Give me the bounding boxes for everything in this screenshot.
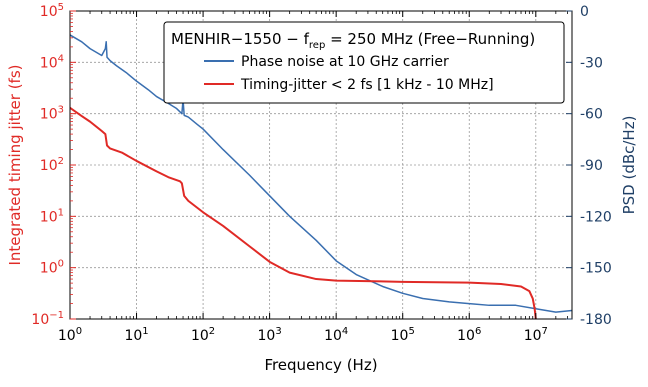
y-left-tick-label-base: 10 bbox=[40, 4, 58, 20]
y-left-tick-label-base: 10 bbox=[40, 158, 58, 174]
y-left-tick-label-exp: 3 bbox=[58, 105, 64, 116]
x-tick-label-exp: 3 bbox=[275, 326, 281, 337]
y-left-tick-label-base: 10 bbox=[40, 107, 58, 123]
legend-entry: Phase noise at 10 GHz carrier bbox=[241, 54, 449, 70]
x-tick-label-base: 10 bbox=[58, 328, 76, 344]
y-left-tick-label: 100 bbox=[40, 259, 64, 277]
y-left-tick-label-base: 10 bbox=[31, 312, 49, 328]
x-tick-label: 102 bbox=[191, 326, 215, 344]
legend-title-main: MENHIR−1550 − f bbox=[171, 30, 310, 48]
y-right-tick-label: -30 bbox=[580, 55, 603, 71]
y-right-tick-label: -180 bbox=[580, 312, 612, 328]
x-axis-label: Frequency (Hz) bbox=[264, 356, 377, 374]
x-tick-label-exp: 4 bbox=[342, 326, 348, 337]
legend-title-sub: rep bbox=[309, 40, 325, 51]
x-tick-label-base: 10 bbox=[324, 328, 342, 344]
x-tick-label-exp: 7 bbox=[542, 326, 548, 337]
x-tick-label-base: 10 bbox=[524, 328, 542, 344]
y-left-tick-label: 104 bbox=[40, 53, 64, 71]
y-right-tick-label: -90 bbox=[580, 158, 603, 174]
x-tick-label-base: 10 bbox=[457, 328, 475, 344]
legend-entry: Timing-jitter < 2 fs [1 kHz - 10 MHz] bbox=[240, 77, 494, 93]
y-right-tick-label: -60 bbox=[580, 107, 603, 123]
y-left-tick-label-exp: 0 bbox=[58, 259, 64, 270]
x-tick-label: 106 bbox=[457, 326, 481, 344]
y-left-tick-label: 10−1 bbox=[31, 310, 64, 328]
x-tick-label-exp: 0 bbox=[76, 326, 82, 337]
x-tick-label: 105 bbox=[391, 326, 415, 344]
x-tick-label-exp: 2 bbox=[209, 326, 215, 337]
x-tick-label-base: 10 bbox=[124, 328, 142, 344]
y-left-tick-label-exp: −1 bbox=[49, 310, 64, 321]
x-tick-label: 104 bbox=[324, 326, 348, 344]
y-left-axis-label: Integrated timing jitter (fs) bbox=[6, 64, 24, 265]
x-tick-label-exp: 1 bbox=[142, 326, 148, 337]
x-tick-label: 100 bbox=[58, 326, 82, 344]
y-right-tick-label: -120 bbox=[580, 209, 612, 225]
legend-box bbox=[163, 21, 565, 104]
y-right-axis-label: PSD (dBc/Hz) bbox=[620, 116, 638, 215]
x-tick-label-exp: 5 bbox=[408, 326, 414, 337]
y-right-tick-label: -150 bbox=[580, 261, 612, 277]
y-left-tick-label-base: 10 bbox=[40, 261, 58, 277]
timing-jitter-line bbox=[70, 107, 537, 319]
x-tick-label: 107 bbox=[524, 326, 548, 344]
y-left-tick-label: 103 bbox=[40, 105, 64, 123]
y-left-tick-label-exp: 2 bbox=[58, 156, 64, 167]
x-tick-label: 101 bbox=[124, 326, 148, 344]
x-tick-label-base: 10 bbox=[391, 328, 409, 344]
x-tick-label-base: 10 bbox=[258, 328, 276, 344]
y-left-tick-label-exp: 4 bbox=[58, 53, 64, 64]
x-tick-label-exp: 6 bbox=[475, 326, 481, 337]
legend-title-rest: = 250 MHz (Free−Running) bbox=[325, 30, 535, 48]
x-tick-label-base: 10 bbox=[191, 328, 209, 344]
y-right-tick-label: 0 bbox=[580, 4, 589, 20]
y-left-tick-label: 102 bbox=[40, 156, 64, 174]
y-left-tick-label: 105 bbox=[40, 2, 64, 20]
phase-noise-line bbox=[70, 34, 572, 313]
y-left-tick-label: 101 bbox=[40, 207, 64, 225]
y-left-tick-label-exp: 5 bbox=[58, 2, 64, 13]
y-left-tick-label-exp: 1 bbox=[58, 207, 64, 218]
y-left-tick-label-base: 10 bbox=[40, 55, 58, 71]
x-tick-label: 103 bbox=[258, 326, 282, 344]
legend-title: MENHIR−1550 − frep = 250 MHz (Free−Runni… bbox=[171, 30, 535, 51]
y-left-tick-label-base: 10 bbox=[40, 209, 58, 225]
